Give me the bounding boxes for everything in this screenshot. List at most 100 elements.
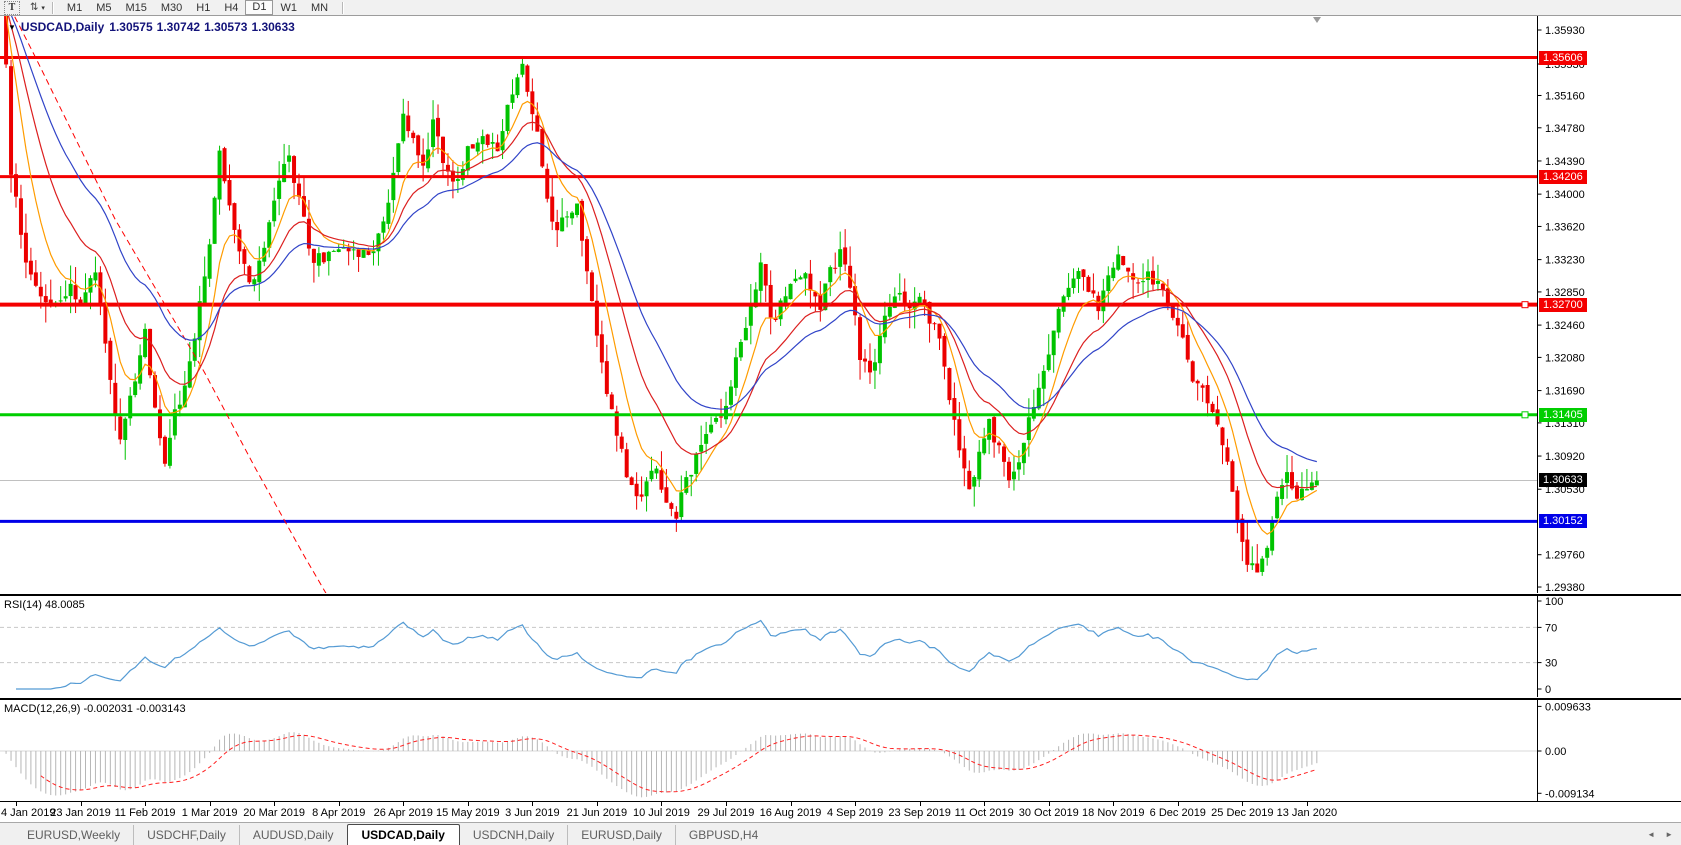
price-chart-canvas[interactable]: 1.35930 1.35530 1.35160 1.34780 1.34390 1.340…: [0, 16, 1681, 593]
date-axis-label: 26 Apr 2019: [373, 807, 433, 819]
date-axis-label: 11 Feb 2019: [114, 807, 176, 819]
date-axis-label: 10 Jul 2019: [632, 807, 690, 819]
chart-tab-eurusd-weekly[interactable]: EURUSD,Weekly: [27, 828, 121, 842]
date-axis-label: 29 Jul 2019: [697, 807, 755, 819]
date-axis-label: 4 Sep 2019: [826, 807, 884, 819]
rsi-panel: 100 70 30 0 RSI(14) 48.0085: [0, 594, 1681, 697]
date-axis-label: 13 Jan 2020: [1276, 807, 1338, 819]
date-tick: [984, 802, 986, 806]
chart-tabs-bar: EURUSD,Weekly USDCHF,Daily AUDUSD,Daily USD…: [0, 822, 1681, 845]
timeframe-button-M15[interactable]: M15: [125, 1, 147, 14]
rsi-axis-tick: 0: [1545, 684, 1551, 696]
time-axis[interactable]: 4 Jan 2019 23 Jan 2019 11 Feb 2019 1 Mar 20…: [0, 801, 1681, 822]
ma-slow-line[interactable]: [1, 16, 1317, 463]
chart-tab-gbpusd-h4[interactable]: GBPUSD,H4: [674, 825, 771, 845]
price-axis-tick: 1.35160: [1545, 90, 1585, 102]
price-axis-tick: 1.32460: [1545, 320, 1585, 332]
chart-tab-usdcad-daily[interactable]: USDCAD,Daily: [346, 824, 460, 845]
rsi-canvas[interactable]: 100 70 30 0: [0, 596, 1681, 697]
date-axis-label: 23 Jan 2019: [50, 807, 111, 819]
date-tick: [790, 802, 792, 806]
date-tick: [919, 802, 921, 806]
ohlc-close: 1.30633: [251, 20, 295, 34]
price-axis-tick: 1.35930: [1545, 25, 1585, 37]
ma-dashed-line[interactable]: [1, 16, 334, 593]
date-axis-label: 11 Oct 2019: [954, 807, 1014, 819]
line-handle[interactable]: [1521, 411, 1529, 419]
caret-down-icon: ▾: [41, 4, 45, 12]
chart-symbol-label: USDCAD,Daily: [20, 20, 105, 34]
date-tick: [467, 802, 469, 806]
price-line-badge: 1.30152: [1539, 514, 1587, 529]
date-tick: [1048, 802, 1050, 806]
price-axis-tick: 1.32850: [1545, 287, 1585, 299]
price-axis-tick: 1.35530: [1545, 59, 1585, 71]
date-axis-label: 3 Jun 2019: [505, 807, 560, 819]
ma-fast-line[interactable]: [1, 16, 1318, 535]
text-tool-button[interactable]: T: [4, 0, 20, 15]
price-line-badge: 1.34206: [1539, 169, 1587, 184]
date-axis-label: 18 Nov 2019: [1082, 807, 1145, 819]
date-tick: [16, 802, 17, 806]
chart-title: ▼ USDCAD,Daily 1.30575 1.30742 1.30573 1…: [8, 20, 295, 34]
date-axis-label: 21 Jun 2019: [566, 807, 628, 819]
timeframe-button-D1[interactable]: D1: [245, 0, 274, 15]
date-tick: [1113, 802, 1115, 806]
date-axis-label: 1 Mar 2019: [181, 807, 238, 819]
ohlc-low: 1.30573: [204, 20, 248, 34]
price-axis-tick: 1.34390: [1545, 156, 1585, 168]
ohlc-open: 1.30575: [109, 20, 153, 34]
price-axis-tick: 1.31690: [1545, 386, 1585, 398]
timeframe-button-H1[interactable]: H1: [196, 1, 211, 14]
timeframe-button-M1[interactable]: M1: [66, 1, 83, 14]
chart-shift-marker[interactable]: [1313, 17, 1321, 23]
date-axis-label: 16 Aug 2019: [759, 807, 822, 819]
price-axis-tick: 1.29380: [1545, 582, 1585, 593]
ma-mid-line[interactable]: [1, 16, 1317, 489]
date-axis-label: 23 Sep 2019: [888, 807, 951, 819]
timeframe-button-W1[interactable]: W1: [280, 1, 297, 14]
macd-panel: 0.009633 0.00 -0.009134 MACD(12,26,9) -0.0…: [0, 698, 1681, 801]
candles-layer: [4, 16, 1319, 576]
price-axis-tick: 1.32080: [1545, 352, 1585, 364]
tabs-scroll-left-icon[interactable]: ◄: [1647, 830, 1656, 839]
date-axis-label: 4 Jan 2019: [1, 807, 56, 819]
chart-tab-audusd-daily[interactable]: AUDUSD,Daily: [238, 825, 347, 845]
chart-tab-usdcnh-daily[interactable]: USDCNH,Daily: [472, 828, 555, 842]
macd-label: MACD(12,26,9) -0.002031 -0.003143: [4, 703, 186, 715]
price-line-badge: 1.31405: [1539, 407, 1587, 422]
tabs-scroll-right-icon[interactable]: ►: [1665, 830, 1673, 839]
price-axis-tick: 1.34000: [1545, 189, 1585, 201]
chart-tab-usdchf-daily[interactable]: USDCHF,Daily: [133, 825, 239, 845]
date-axis-label: 15 May 2019: [436, 807, 500, 819]
date-axis-label: 6 Dec 2019: [1149, 807, 1206, 819]
chart-collapse-icon[interactable]: ▼: [8, 22, 16, 32]
line-handle[interactable]: [1521, 301, 1529, 309]
price-axis-tick: 1.33230: [1545, 255, 1585, 267]
date-axis-label: 25 Dec 2019: [1211, 807, 1274, 819]
date-tick: [725, 802, 727, 806]
macd-signal-line: [40, 734, 1317, 793]
timeframe-button-MN[interactable]: MN: [310, 1, 329, 14]
price-line-badge: 1.35606: [1539, 50, 1587, 65]
date-tick: [338, 802, 340, 806]
timeframe-button-H4[interactable]: H4: [224, 1, 239, 14]
price-line-badge: 1.32700: [1539, 297, 1587, 312]
date-tick: [80, 802, 82, 806]
timeframe-button-M30[interactable]: M30: [160, 1, 183, 14]
arrange-tool-button[interactable]: ⇅ ▾: [30, 1, 45, 15]
toolbar-separator: [342, 1, 344, 14]
macd-canvas[interactable]: 0.009633 0.00 -0.009134: [0, 700, 1681, 801]
current-price-badge: 1.30633: [1539, 473, 1587, 488]
price-axis-tick: 1.30920: [1545, 451, 1585, 463]
chart-tab-eurusd-daily[interactable]: EURUSD,Daily: [567, 825, 675, 845]
timeframe-button-M5[interactable]: M5: [96, 1, 112, 14]
macd-axis-tick: -0.009134: [1545, 788, 1595, 800]
rsi-axis-tick: 100: [1545, 596, 1563, 608]
rsi-line: [16, 619, 1317, 690]
price-axis-tick: 1.33620: [1545, 221, 1585, 233]
arrange-icon: ⇅: [30, 2, 39, 13]
timeframe-buttons: M1 M5 M15 M30 H1 H4 D1 W1 MN: [60, 0, 335, 15]
price-axis-tick: 1.34780: [1545, 123, 1585, 135]
macd-axis-tick: 0.00: [1545, 746, 1566, 758]
